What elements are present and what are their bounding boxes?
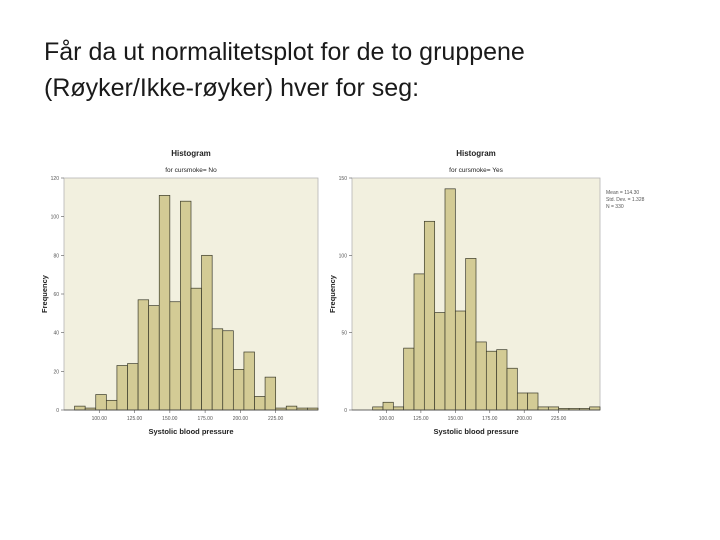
- histogram-bar: [589, 406, 601, 411]
- histogram-bar: [527, 392, 539, 411]
- histogram-bar: [423, 220, 436, 411]
- x-tick-label: 125.00: [413, 416, 429, 422]
- x-tick-label: 150.00: [448, 416, 464, 422]
- chart-subtitle: for cursmoke= No: [165, 167, 217, 174]
- histogram-bar: [116, 365, 128, 411]
- histogram-bar: [148, 305, 160, 411]
- x-tick-label: 200.00: [233, 416, 249, 422]
- histogram-bar: [243, 351, 255, 411]
- y-tick-label: 150: [339, 176, 348, 182]
- histogram-bar: [254, 396, 266, 411]
- x-tick-label: 100.00: [379, 416, 395, 422]
- histogram-bar: [454, 310, 467, 411]
- x-tick-label: 125.00: [127, 416, 143, 422]
- histogram-smokers: Histogram for cursmoke= Yes 0 50 100 150 100.0…: [328, 142, 674, 440]
- x-tick-label: 225.00: [268, 416, 284, 422]
- y-tick-label: 80: [53, 253, 59, 259]
- y-tick-label: 120: [51, 176, 60, 182]
- slide-title-line-2: (Røyker/Ikke-røyker) hver for seg:: [44, 74, 420, 102]
- x-tick-label: 150.00: [162, 416, 178, 422]
- histogram-bar: [158, 195, 171, 411]
- histogram-bar: [392, 406, 405, 411]
- histogram-bar: [211, 328, 224, 411]
- y-tick-label: 20: [53, 369, 59, 375]
- histogram-bar: [547, 406, 560, 411]
- histogram-non-smokers: Histogram for cursmoke= No 0 20 40 60 80 100 120…: [40, 142, 326, 440]
- histogram-bar: [475, 341, 487, 411]
- y-tick-label: 0: [344, 408, 347, 414]
- stats-text: Std. Dev. = 1.328: [606, 197, 645, 203]
- histogram-bar: [372, 406, 384, 411]
- histogram-bar: [444, 188, 456, 411]
- histogram-bar: [222, 330, 234, 411]
- y-tick-label: 0: [56, 408, 59, 414]
- histogram-bar: [403, 347, 415, 411]
- histogram-bar: [516, 392, 529, 411]
- histogram-bar: [127, 363, 139, 411]
- histogram-bar: [434, 312, 446, 411]
- histogram-bar: [190, 287, 202, 411]
- x-tick-label: 175.00: [197, 416, 213, 422]
- histogram-bar: [105, 399, 118, 411]
- x-axis-label: Systolic blood pressure: [148, 427, 233, 436]
- x-tick-label: 175.00: [482, 416, 498, 422]
- histogram-bar: [382, 401, 394, 411]
- x-axis-label: Systolic blood pressure: [433, 427, 518, 436]
- histogram-bar: [264, 376, 277, 411]
- histogram-bar: [485, 350, 498, 411]
- histogram-bar: [496, 349, 508, 411]
- chart-title: Histogram: [171, 149, 211, 158]
- histogram-bar: [465, 258, 477, 411]
- histogram-bar: [180, 200, 192, 411]
- y-axis-label: Frequency: [328, 274, 337, 313]
- histogram-bar: [201, 254, 213, 411]
- chart-subtitle: for cursmoke= Yes: [449, 167, 503, 174]
- slide-title: Får da ut normalitetsplot for de to grup…: [44, 34, 684, 106]
- histogram-bar: [137, 299, 150, 411]
- slide-title-line-1: Får da ut normalitetsplot for de to grup…: [44, 38, 525, 66]
- x-tick-label: 225.00: [551, 416, 567, 422]
- stats-text: N = 330: [606, 204, 624, 210]
- y-tick-label: 40: [53, 331, 59, 337]
- y-tick-label: 60: [53, 292, 59, 298]
- y-axis-label: Frequency: [40, 274, 49, 313]
- histogram-bar: [232, 369, 245, 411]
- chart-title: Histogram: [456, 149, 496, 158]
- histogram-bar: [537, 406, 549, 411]
- x-tick-label: 200.00: [517, 416, 533, 422]
- x-tick-label: 100.00: [92, 416, 108, 422]
- histogram-non-smokers-svg: Histogram for cursmoke= No 0 20 40 60 80 100 120…: [40, 149, 319, 436]
- y-tick-label: 100: [339, 253, 348, 259]
- histogram-bar: [506, 367, 518, 411]
- y-tick-label: 100: [51, 215, 60, 221]
- stats-text: Mean = 114.30: [606, 190, 639, 196]
- histogram-smokers-svg: Histogram for cursmoke= Yes 0 50 100 150 100.0…: [328, 149, 645, 436]
- y-tick-label: 50: [341, 331, 347, 337]
- histogram-bar: [95, 394, 107, 411]
- histogram-bar: [413, 273, 425, 411]
- histogram-bar: [74, 405, 86, 411]
- histogram-bar: [285, 405, 298, 411]
- histogram-bar: [169, 301, 181, 411]
